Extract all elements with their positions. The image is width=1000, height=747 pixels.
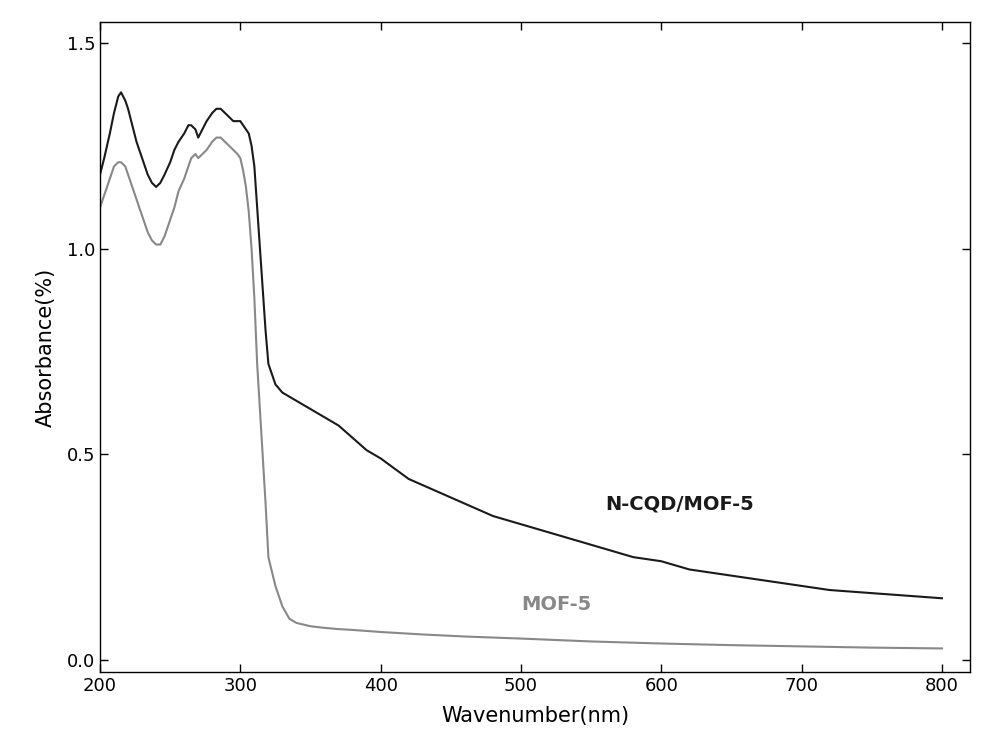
X-axis label: Wavenumber(nm): Wavenumber(nm) — [441, 706, 629, 726]
Text: MOF-5: MOF-5 — [521, 595, 591, 614]
Y-axis label: Absorbance(%): Absorbance(%) — [35, 267, 55, 427]
Text: N-CQD/MOF-5: N-CQD/MOF-5 — [605, 495, 754, 513]
